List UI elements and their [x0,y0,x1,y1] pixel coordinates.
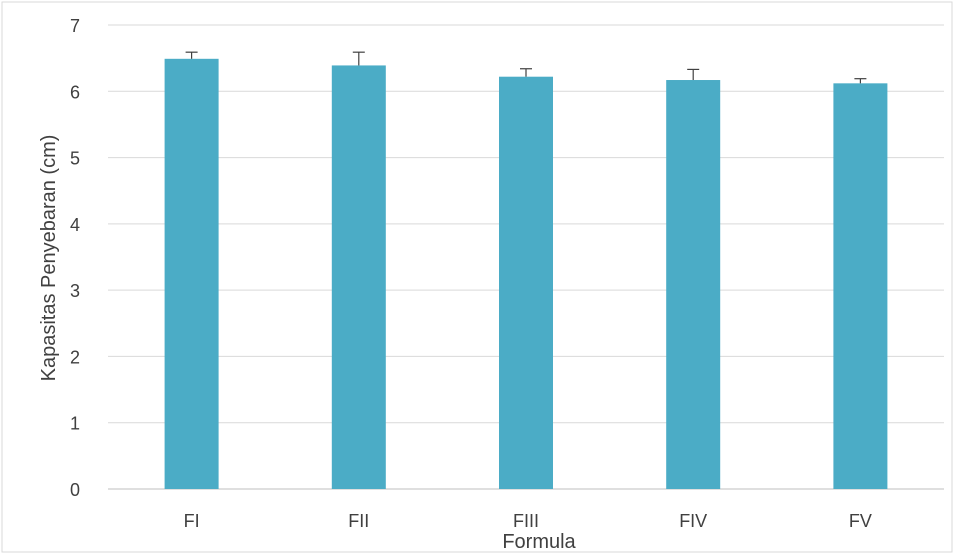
y-axis-ticks: 0 1 2 3 4 5 6 7 [70,16,80,500]
y-tick-label: 6 [70,82,80,102]
bar [499,76,553,490]
x-tick-label: FI [184,511,200,531]
x-tick-label: FIII [513,511,539,531]
bar [666,80,721,489]
error-bars [185,51,867,84]
y-tick-label: 2 [70,347,80,367]
x-axis-label: Formula [502,531,576,553]
y-tick-label: 0 [70,480,80,500]
bar [833,83,888,490]
y-tick-label: 7 [70,16,80,36]
bar [164,58,219,489]
bars [164,58,888,490]
y-tick-label: 3 [70,281,80,301]
x-tick-label: FIV [679,511,707,531]
x-axis-ticks: FI FII FIII FIV FV [184,511,872,531]
y-axis-label: Kapasitas Penyebaran (cm) [38,135,60,382]
y-tick-label: 5 [70,149,80,169]
x-tick-label: FII [348,511,369,531]
y-tick-label: 1 [70,414,80,434]
bar [331,65,386,489]
x-tick-label: FV [849,511,872,531]
y-tick-label: 4 [70,215,80,235]
